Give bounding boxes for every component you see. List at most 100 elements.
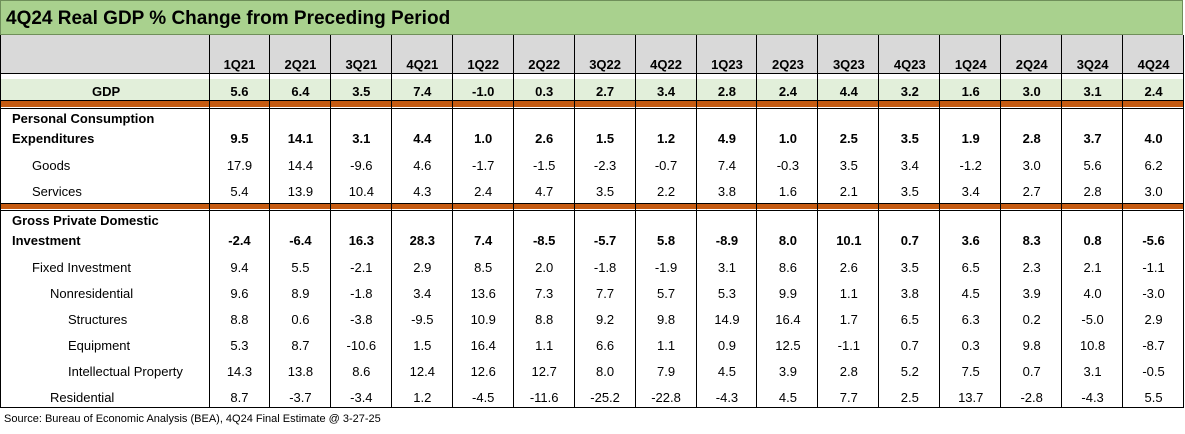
table-cell: 0.9	[717, 338, 736, 353]
table-cell: -1.8	[350, 286, 373, 301]
table-cell: 16.4	[775, 312, 801, 327]
table-cell: 8.7	[291, 338, 310, 353]
column-header: 3Q22	[589, 57, 621, 72]
row-label: GDP	[92, 84, 121, 99]
column-divider	[878, 35, 879, 408]
table-cell: 2.5	[839, 131, 858, 146]
row-label: Goods	[32, 158, 71, 173]
table-cell: 2.1	[839, 184, 858, 199]
table-cell: 1.6	[961, 84, 980, 99]
table-cell: 6.3	[961, 312, 980, 327]
table-cell: 10.1	[836, 233, 862, 248]
table-cell: 8.5	[474, 260, 493, 275]
table-cell: 2.8	[717, 84, 736, 99]
table-cell: 17.9	[226, 158, 253, 173]
table-cell: 8.9	[291, 286, 310, 301]
table-cell: 2.4	[474, 184, 493, 199]
table-cell: -2.1	[350, 260, 373, 275]
table-cell: 16.3	[348, 233, 374, 248]
row-divider	[0, 203, 1184, 204]
table-title: 4Q24 Real GDP % Change from Preceding Pe…	[0, 0, 1183, 35]
column-header: 2Q22	[528, 57, 561, 72]
table-cell: 3.5	[839, 158, 858, 173]
table-cell: 3.1	[352, 131, 371, 146]
column-divider	[1183, 35, 1184, 408]
column-header: 4Q24	[1137, 57, 1170, 72]
table-cell: 1.1	[535, 338, 554, 353]
table-cell: 1.9	[961, 131, 980, 146]
table-cell: -11.6	[529, 390, 559, 405]
table-cell: 2.9	[413, 260, 432, 275]
table-cell: 1.1	[656, 338, 676, 353]
column-header-row	[0, 35, 1184, 73]
table-cell: 2.0	[535, 260, 554, 275]
row-label: Nonresidential	[50, 286, 134, 301]
table-cell: 3.5	[900, 184, 919, 199]
table-cell: 7.4	[413, 84, 432, 99]
table-cell: -22.8	[651, 390, 681, 405]
column-divider	[391, 35, 392, 408]
table-cell: 3.4	[900, 158, 919, 173]
table-cell: 5.6	[230, 84, 249, 99]
table-cell: 28.3	[409, 233, 435, 248]
column-header: 2Q24	[1015, 57, 1048, 72]
row-label: Services	[32, 184, 82, 199]
table-cell: 6.2	[1144, 158, 1163, 173]
row-label: Expenditures	[12, 131, 95, 146]
table-cell: 4.3	[413, 184, 432, 199]
row-divider	[0, 210, 1184, 211]
table-cell: -3.8	[350, 312, 373, 327]
table-cell: 7.9	[656, 364, 676, 379]
table-cell: 3.5	[900, 131, 919, 146]
table-cell: 5.5	[291, 260, 310, 275]
table-cell: 9.4	[230, 260, 249, 275]
table-cell: -4.3	[715, 390, 739, 405]
table-cell: -9.5	[411, 312, 434, 327]
table-cell: 3.1	[1083, 84, 1102, 99]
table-cell: 2.8	[839, 364, 858, 379]
table-cell: -6.4	[289, 233, 312, 248]
table-cell: -3.7	[289, 390, 312, 405]
table-cell: 1.0	[474, 131, 493, 146]
table-cell: 10.8	[1079, 338, 1106, 353]
table-cell: -1.8	[593, 260, 617, 275]
column-divider	[696, 35, 697, 408]
table-cell: 5.3	[717, 286, 736, 301]
table-cell: 0.2	[1022, 312, 1041, 327]
table-cell: -5.7	[593, 233, 617, 248]
column-header: 4Q21	[406, 57, 439, 72]
table-cell: 7.4	[474, 233, 493, 248]
column-divider	[452, 35, 453, 408]
column-divider	[1061, 35, 1062, 408]
column-header: 4Q22	[650, 57, 682, 72]
column-header: 1Q22	[467, 57, 500, 72]
table-cell: 13.7	[958, 390, 984, 405]
table-cell: -3.0	[1142, 286, 1165, 301]
table-cell: -0.7	[654, 158, 678, 173]
table-cell: -0.5	[1142, 364, 1165, 379]
table-cell: 7.5	[961, 364, 980, 379]
table-cell: 5.8	[656, 233, 676, 248]
table-cell: 9.8	[1022, 338, 1041, 353]
table-cell: 2.3	[1022, 260, 1041, 275]
table-cell: 0.7	[1022, 364, 1041, 379]
table-cell: 10.4	[348, 184, 374, 199]
row-label: Investment	[12, 233, 81, 248]
table-cell: 7.4	[717, 158, 736, 173]
table-cell: 3.5	[596, 184, 615, 199]
column-header: 4Q23	[893, 57, 926, 72]
table-cell: 3.5	[352, 84, 371, 99]
table-cell: -8.7	[1142, 338, 1165, 353]
table-cell: 5.5	[1144, 390, 1163, 405]
table-cell: 8.8	[230, 312, 249, 327]
table-cell: 4.5	[778, 390, 797, 405]
table-cell: 3.0	[1144, 184, 1163, 199]
table-cell: 3.1	[717, 260, 736, 275]
table-cell: 1.7	[839, 312, 858, 327]
table-cell: 7.3	[535, 286, 554, 301]
table-cell: 5.2	[900, 364, 919, 379]
table-cell: 5.4	[230, 184, 249, 199]
row-divider	[0, 73, 1184, 74]
column-header: 1Q23	[711, 57, 743, 72]
column-header: 2Q21	[284, 57, 317, 72]
